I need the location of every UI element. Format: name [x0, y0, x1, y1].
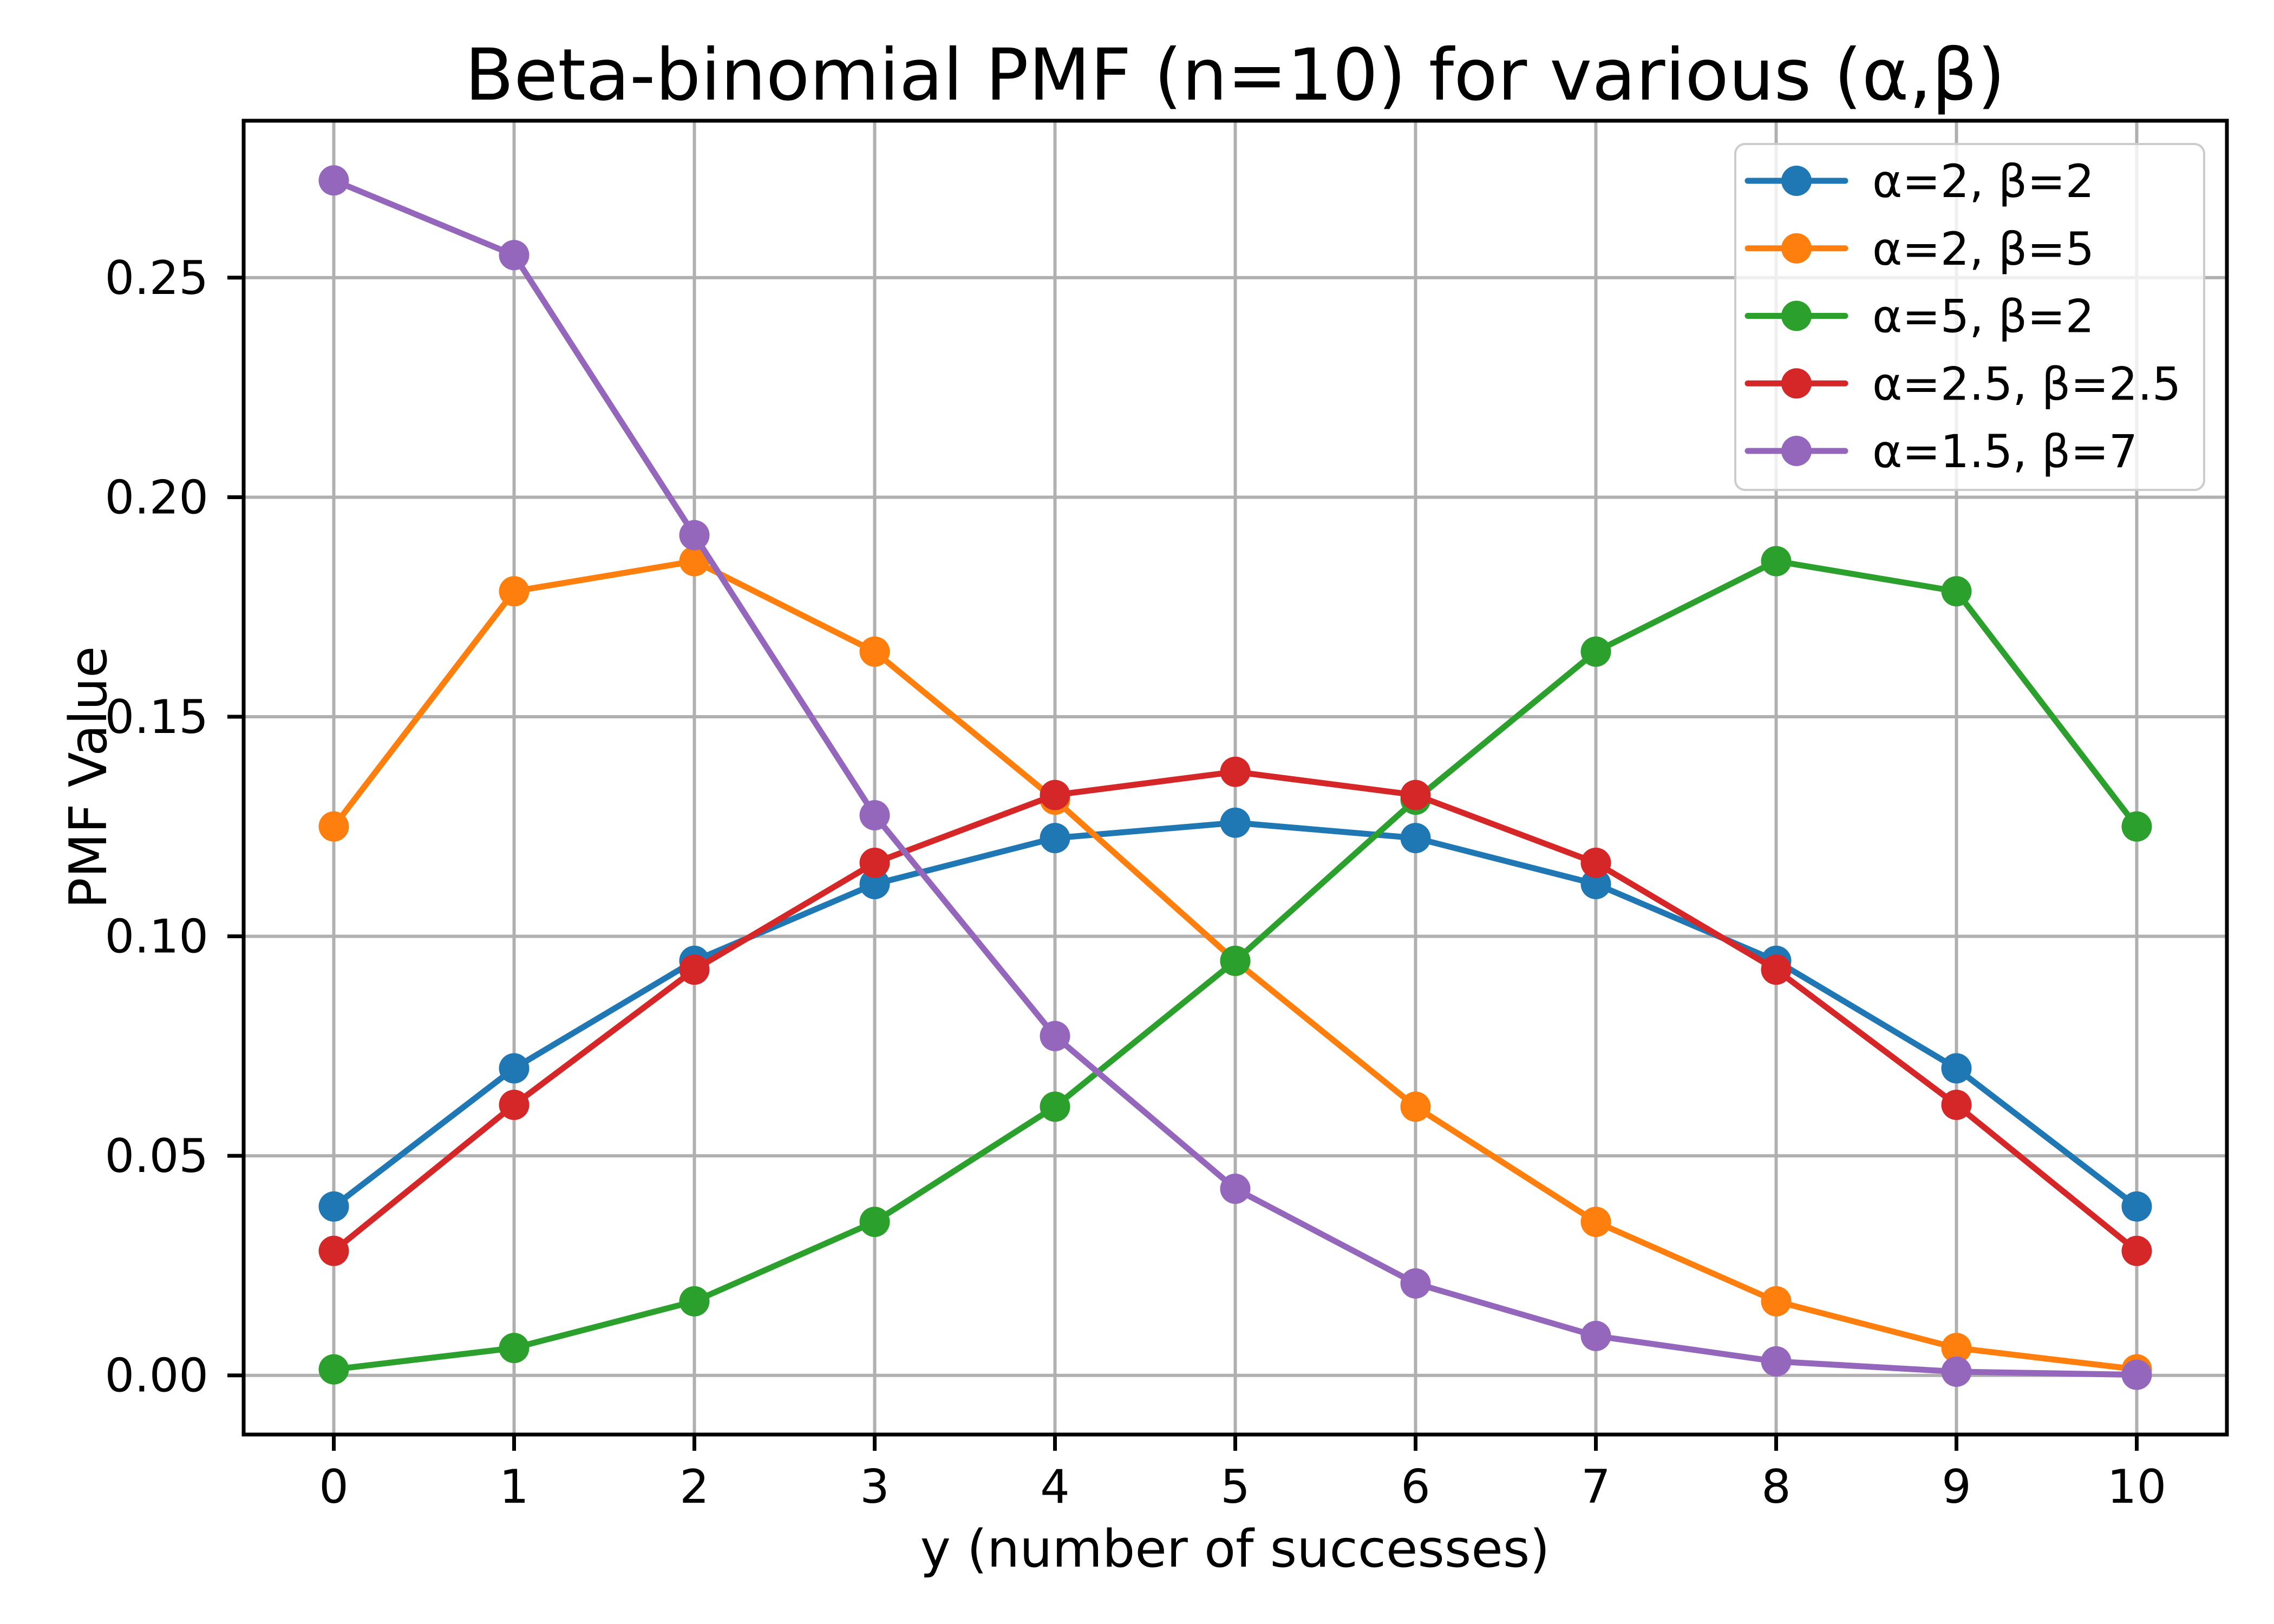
data-point-marker	[1941, 1333, 1972, 1364]
y-tick-label: 0.20	[105, 470, 208, 525]
x-tick-label: 7	[1581, 1460, 1611, 1514]
data-point-marker	[1580, 1320, 1611, 1351]
y-tick-label: 0.00	[105, 1349, 208, 1403]
data-point-marker	[1220, 756, 1251, 787]
data-point-marker	[318, 1235, 349, 1266]
data-point-marker	[318, 165, 349, 196]
data-point-marker	[1941, 1356, 1972, 1387]
data-point-marker	[1580, 869, 1611, 900]
legend-item-4: α=1.5, β=7	[1744, 425, 2138, 478]
chart-title: Beta-binomial PMF (n=10) for various (α,…	[465, 34, 2005, 117]
legend-handle-marker	[1781, 166, 1812, 196]
data-point-marker	[1400, 1268, 1431, 1299]
x-tick-label: 3	[860, 1460, 890, 1514]
data-point-marker	[1040, 1091, 1070, 1122]
data-point-marker	[859, 869, 890, 900]
data-point-marker	[679, 546, 710, 577]
data-point-marker	[1941, 1090, 1972, 1120]
data-point-marker	[1400, 1091, 1431, 1122]
data-point-marker	[499, 576, 530, 607]
data-point-marker	[2121, 811, 2152, 842]
y-tick-label: 0.05	[105, 1129, 208, 1183]
data-point-marker	[859, 636, 890, 667]
legend-label: α=2.5, β=2.5	[1872, 357, 2181, 410]
x-tick-label: 9	[1942, 1460, 1971, 1514]
data-point-marker	[1580, 636, 1611, 667]
legend-handle-marker	[1781, 436, 1812, 466]
data-point-marker	[499, 1053, 530, 1084]
data-point-marker	[2121, 1359, 2152, 1390]
data-point-marker	[318, 811, 349, 842]
x-tick-label: 4	[1040, 1460, 1070, 1514]
data-point-marker	[1941, 1053, 1972, 1084]
axis-ticks: 0.00 0.05 0.10 0.15 0.20 0.25 0 1 2 3 4 5 6 7 8 9 10	[105, 251, 2167, 1514]
legend: α=2, β=2 α=2, β=5 α=5, β=2 α=2.5, β=2.5 α=1.…	[1734, 143, 2205, 491]
data-point-marker	[1580, 847, 1611, 878]
data-point-marker	[859, 800, 890, 830]
y-tick-label: 0.25	[105, 251, 208, 305]
x-tick-label: 5	[1220, 1460, 1250, 1514]
x-tick-label: 0	[319, 1460, 349, 1514]
x-tick-label: 6	[1401, 1460, 1430, 1514]
legend-item-0: α=2, β=2	[1744, 155, 2094, 208]
series-3	[318, 756, 2152, 1266]
data-point-marker	[1220, 1174, 1251, 1204]
data-point-marker	[679, 520, 710, 551]
legend-item-3: α=2.5, β=2.5	[1744, 357, 2181, 410]
data-point-marker	[1761, 1346, 1792, 1377]
legend-label: α=5, β=2	[1872, 290, 2094, 343]
data-point-marker	[859, 847, 890, 878]
legend-label: α=1.5, β=7	[1872, 425, 2138, 478]
data-point-marker	[1941, 576, 1972, 607]
data-point-marker	[1040, 1020, 1070, 1051]
series-4	[318, 165, 2152, 1390]
series	[318, 165, 2152, 1390]
data-point-marker	[679, 1286, 710, 1317]
data-point-marker	[1761, 546, 1792, 577]
data-point-marker	[859, 1207, 890, 1237]
data-point-marker	[318, 1354, 349, 1385]
data-point-marker	[1761, 954, 1792, 985]
data-point-marker	[1400, 823, 1431, 854]
y-tick-label: 0.15	[105, 690, 208, 744]
data-point-marker	[1761, 1286, 1792, 1317]
data-point-marker	[1040, 823, 1070, 854]
data-point-marker	[1220, 946, 1251, 976]
data-point-marker	[1040, 780, 1070, 810]
legend-label: α=2, β=2	[1872, 155, 2094, 208]
data-point-marker	[1580, 1207, 1611, 1237]
data-point-marker	[2121, 1191, 2152, 1222]
x-tick-label: 8	[1761, 1460, 1791, 1514]
data-point-marker	[1220, 807, 1251, 838]
data-point-marker	[499, 1333, 530, 1364]
legend-handle-marker	[1781, 368, 1812, 399]
data-point-marker	[499, 1090, 530, 1120]
legend-handle-marker	[1781, 300, 1812, 331]
y-axis-label: PMF Value	[59, 646, 119, 909]
legend-handle-marker	[1781, 233, 1812, 264]
data-point-marker	[499, 240, 530, 271]
legend-frame	[1734, 143, 2205, 491]
y-tick-label: 0.10	[105, 910, 208, 964]
data-point-marker	[679, 954, 710, 985]
x-tick-label: 2	[679, 1460, 709, 1514]
x-axis-label: y (number of successes)	[920, 1520, 1550, 1579]
legend-item-2: α=5, β=2	[1744, 290, 2094, 343]
legend-item-1: α=2, β=5	[1744, 222, 2094, 276]
x-tick-label: 1	[499, 1460, 529, 1514]
data-point-marker	[318, 1191, 349, 1222]
x-tick-label: 10	[2107, 1460, 2166, 1514]
legend-label: α=2, β=5	[1872, 222, 2094, 276]
data-point-marker	[1400, 780, 1431, 810]
data-point-marker	[2121, 1235, 2152, 1266]
